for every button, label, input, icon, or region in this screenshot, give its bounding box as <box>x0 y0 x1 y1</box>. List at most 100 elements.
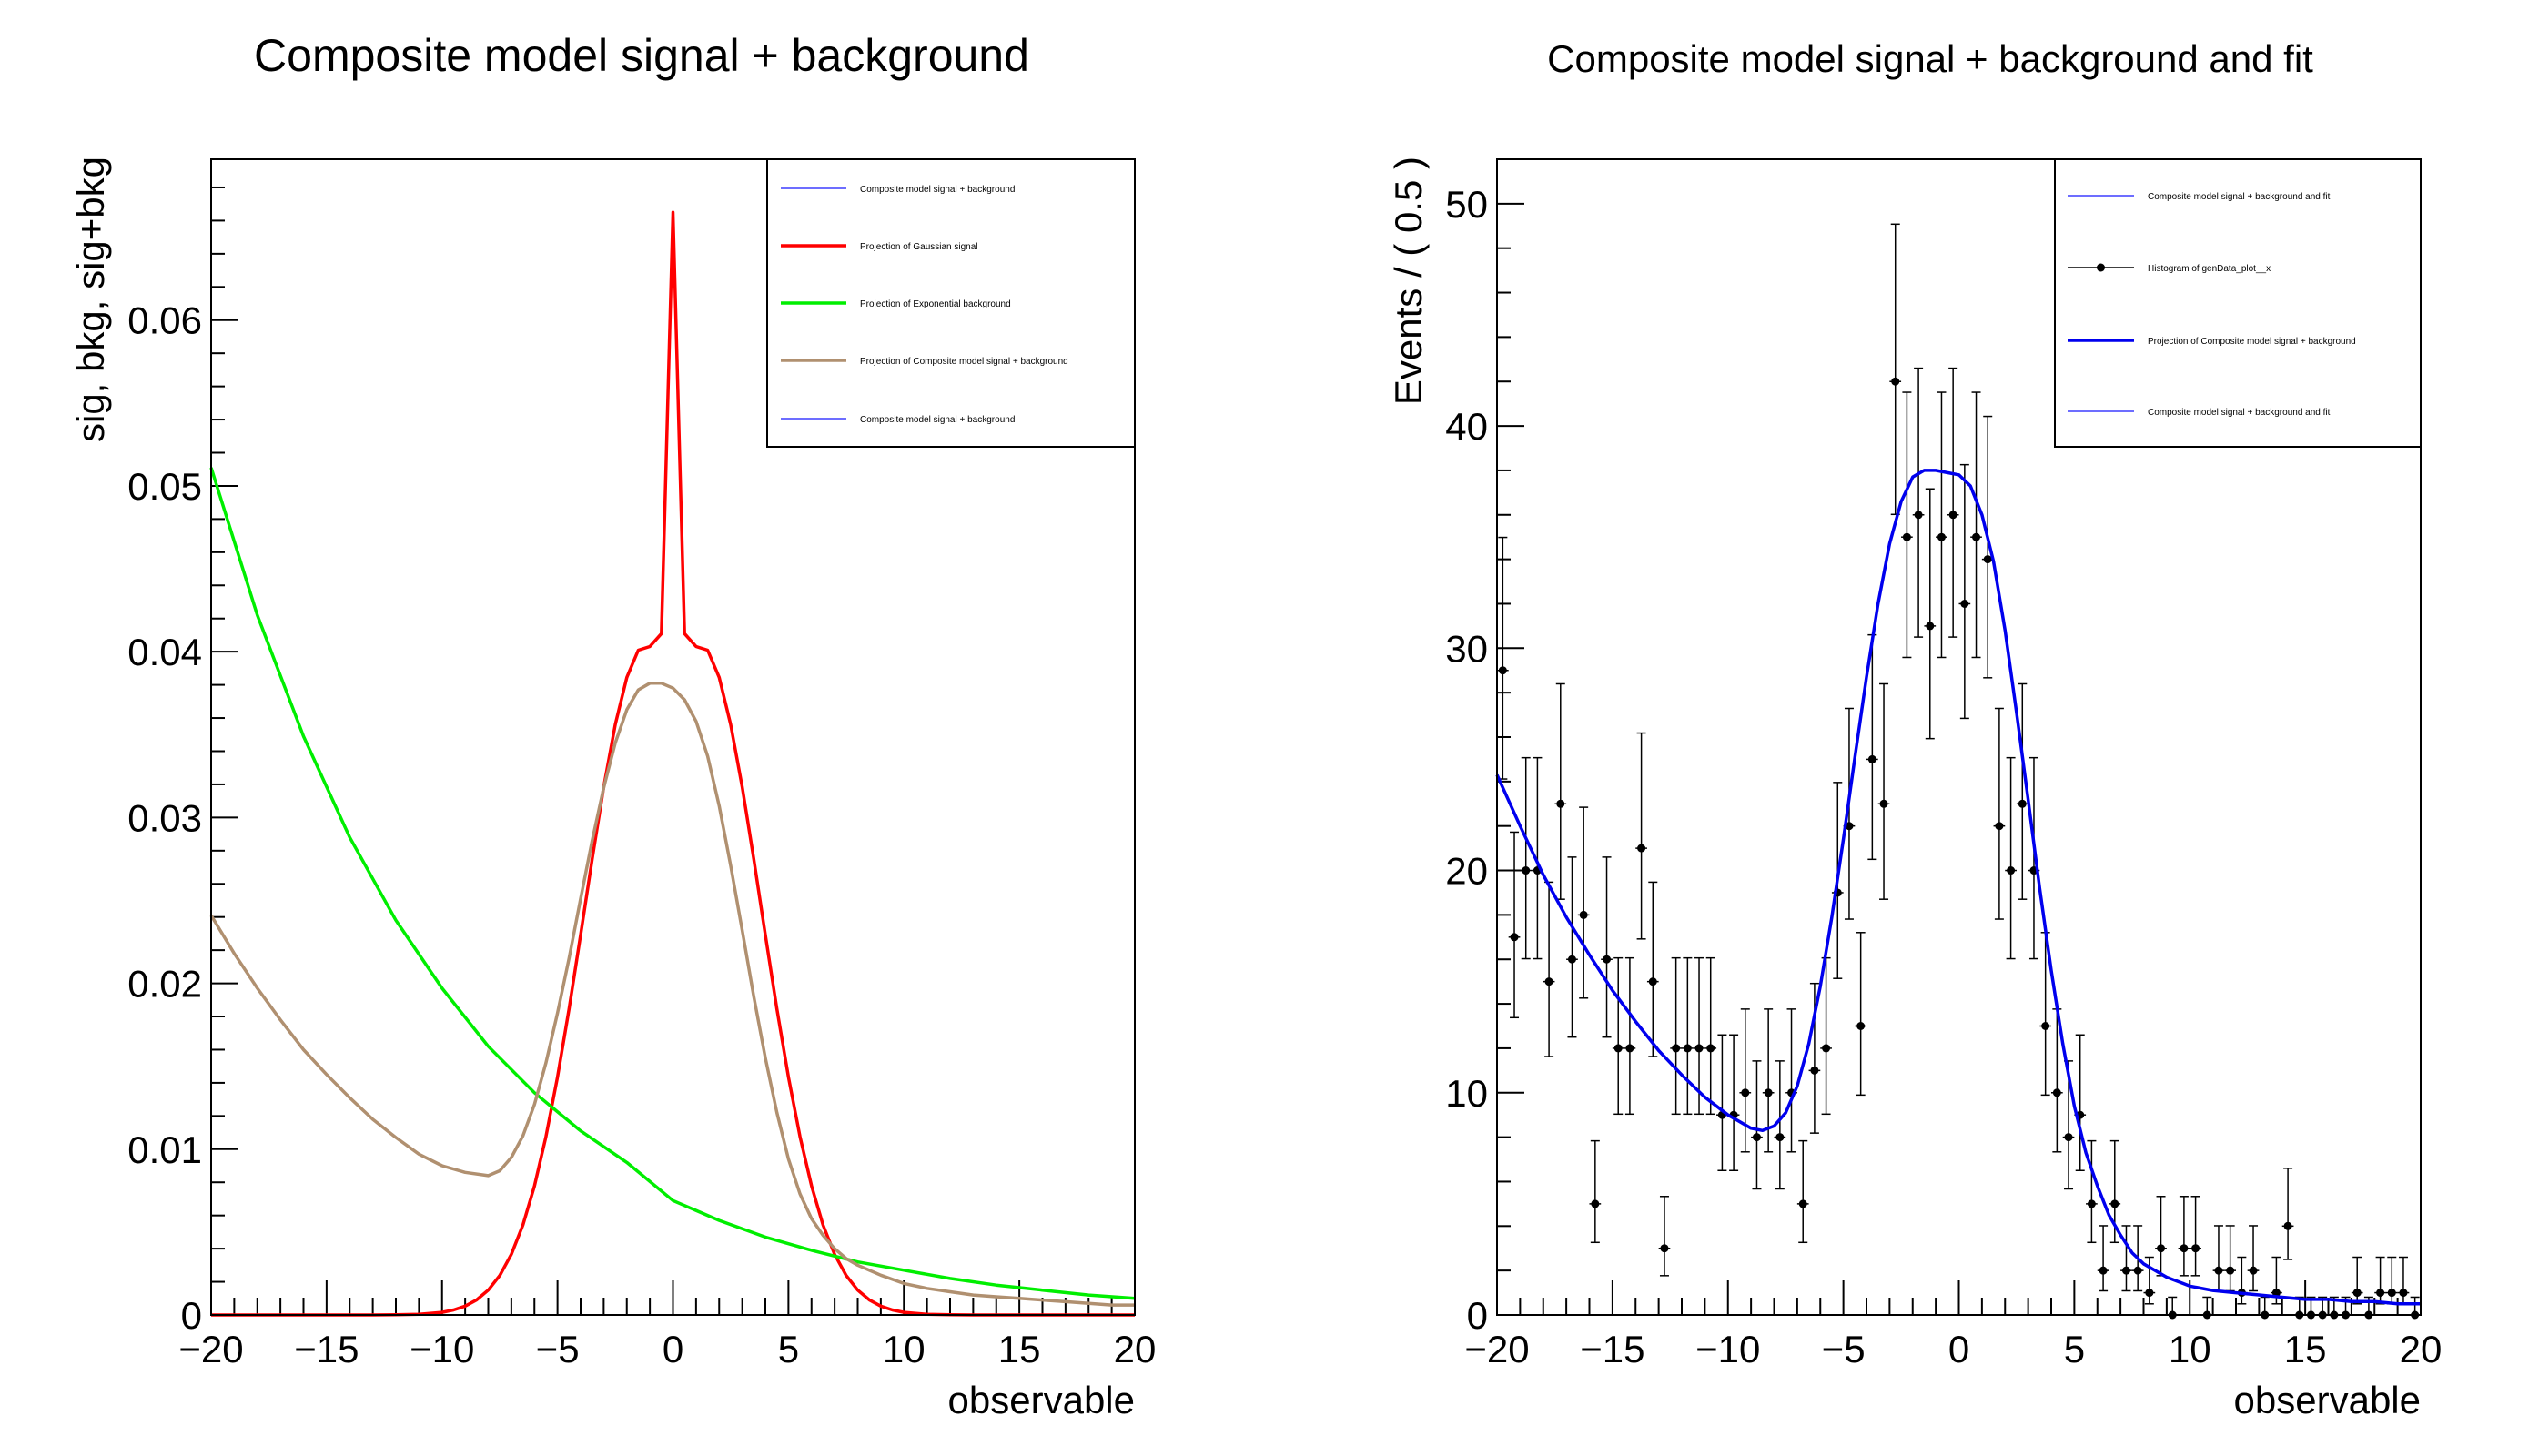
legend-box <box>2054 158 2422 448</box>
histogram-point <box>1566 856 1578 1038</box>
histogram-point <box>2236 1256 2248 1305</box>
histogram-point <box>1739 1008 1752 1153</box>
histogram-point <box>2155 1196 2167 1277</box>
left-chart-panel: Composite model signal + background sig,… <box>69 30 1156 1421</box>
legend-entry: Composite model signal + background <box>781 185 1015 195</box>
histogram-point <box>1785 1008 1797 1153</box>
left-y-axis-label: sig, bkg, sig+bkg <box>69 157 112 442</box>
y-tick-label: 0.06 <box>127 299 202 342</box>
histogram-point <box>1682 956 1694 1116</box>
right-plot-frame <box>1496 158 2422 1316</box>
histogram-point <box>2120 1225 2132 1292</box>
histogram-point <box>1658 1196 1671 1277</box>
histogram-point <box>2016 682 2028 900</box>
histogram-point <box>1704 956 1717 1116</box>
legend-label: Projection of Composite model signal + b… <box>860 357 1068 367</box>
y-tick-label: 0.05 <box>127 465 202 508</box>
histogram-point <box>1520 756 1533 960</box>
histogram-point <box>1796 1139 1809 1244</box>
histogram-point <box>1635 732 1647 940</box>
legend-label: Histogram of genData_plot__x <box>2148 264 2271 274</box>
x-tick-label: 15 <box>998 1328 1041 1370</box>
legend-label: Projection of Gaussian signal <box>860 242 978 252</box>
histogram-point <box>1924 488 1937 740</box>
histogram-point <box>1601 856 1613 1038</box>
histogram-point <box>1532 756 1543 960</box>
y-tick-label: 0 <box>181 1294 202 1337</box>
histogram-point <box>1947 367 1959 638</box>
histogram-point <box>2051 1008 2063 1153</box>
histogram-point <box>2351 1256 2363 1305</box>
histogram-point <box>1577 806 1590 999</box>
x-tick-label: −10 <box>410 1328 474 1370</box>
left-series-group <box>209 210 1136 1317</box>
right-x-axis-label: observable <box>2234 1379 2421 1421</box>
histogram-point <box>1981 415 1994 679</box>
y-tick-label: 0.03 <box>127 796 202 839</box>
histogram-point <box>1727 1034 1740 1171</box>
right-histogram-points <box>1497 223 2421 1320</box>
x-tick-label: 20 <box>1114 1328 1157 1370</box>
right-fit-curve-group <box>1495 469 2421 1306</box>
histogram-point <box>2028 756 2040 960</box>
legend-label: Composite model signal + background <box>860 185 1015 195</box>
left-x-axis-label: observable <box>948 1379 1135 1421</box>
legend-entry: Composite model signal + background <box>781 415 1015 425</box>
legend-label: Composite model signal + background and … <box>2148 408 2331 418</box>
y-tick-label: 20 <box>1445 850 1488 893</box>
histogram-point <box>1901 391 1913 659</box>
x-tick-label: −5 <box>536 1328 580 1370</box>
legend-entry: Composite model signal + background and … <box>2068 192 2331 202</box>
series-line-3 <box>209 682 1135 1307</box>
histogram-point <box>2143 1256 2156 1305</box>
histogram-point <box>1808 982 1821 1134</box>
histogram-point <box>1855 932 1866 1097</box>
left-legend: Composite model signal + background Proje… <box>766 158 1136 448</box>
histogram-point <box>1877 682 1890 900</box>
x-tick-label: 0 <box>663 1328 683 1370</box>
histogram-point <box>1624 956 1636 1116</box>
histogram-point <box>1693 956 1705 1116</box>
x-tick-label: 10 <box>2169 1328 2211 1370</box>
histogram-point <box>2281 1168 2294 1260</box>
x-tick-label: 20 <box>2400 1328 2443 1370</box>
histogram-point <box>2086 1139 2098 1244</box>
histogram-point <box>2178 1196 2190 1277</box>
histogram-point <box>1543 881 1555 1057</box>
histogram-point <box>2385 1256 2398 1305</box>
legend-entry: Histogram of genData_plot__x <box>2068 263 2271 274</box>
y-tick-label: 10 <box>1445 1072 1488 1115</box>
histogram-point <box>1670 956 1682 1116</box>
x-tick-label: −20 <box>1464 1328 1529 1370</box>
right-legend: Composite model signal + background and … <box>2054 158 2422 448</box>
left-chart-title: Composite model signal + background <box>254 30 1029 81</box>
series-line-2 <box>209 467 1136 1300</box>
y-tick-label: 50 <box>1445 183 1488 226</box>
histogram-point <box>2247 1225 2260 1292</box>
legend-entry: Projection of Gaussian signal <box>781 242 978 252</box>
series-line-1 <box>211 210 1135 1317</box>
legend-entry: Projection of Exponential background <box>781 299 1011 309</box>
right-tick-labels: −20 −15 −10 −5 0 5 10 15 20 0 10 20 30 40 50 <box>1445 183 2442 1370</box>
histogram-point <box>2374 1256 2386 1305</box>
histogram-point <box>1589 1139 1602 1244</box>
x-tick-label: −20 <box>178 1328 243 1370</box>
histogram-point <box>2039 932 2051 1097</box>
series-line-2 <box>1495 469 2421 1306</box>
x-tick-label: −10 <box>1695 1328 1760 1370</box>
x-tick-label: 5 <box>2064 1328 2085 1370</box>
histogram-point <box>1612 956 1624 1116</box>
x-tick-label: −5 <box>1822 1328 1866 1370</box>
y-tick-label: 0.04 <box>127 631 202 673</box>
y-tick-label: 30 <box>1445 627 1488 670</box>
histogram-point <box>1843 707 1856 920</box>
histogram-point <box>2397 1256 2410 1305</box>
histogram-point <box>1646 881 1659 1057</box>
legend-entry: Composite model signal + background and … <box>2068 408 2331 418</box>
left-plot-frame <box>210 158 1136 1316</box>
y-tick-label: 0 <box>1467 1294 1488 1337</box>
histogram-point <box>1866 633 1878 861</box>
histogram-point <box>1774 1060 1786 1190</box>
histogram-point <box>2212 1225 2225 1292</box>
